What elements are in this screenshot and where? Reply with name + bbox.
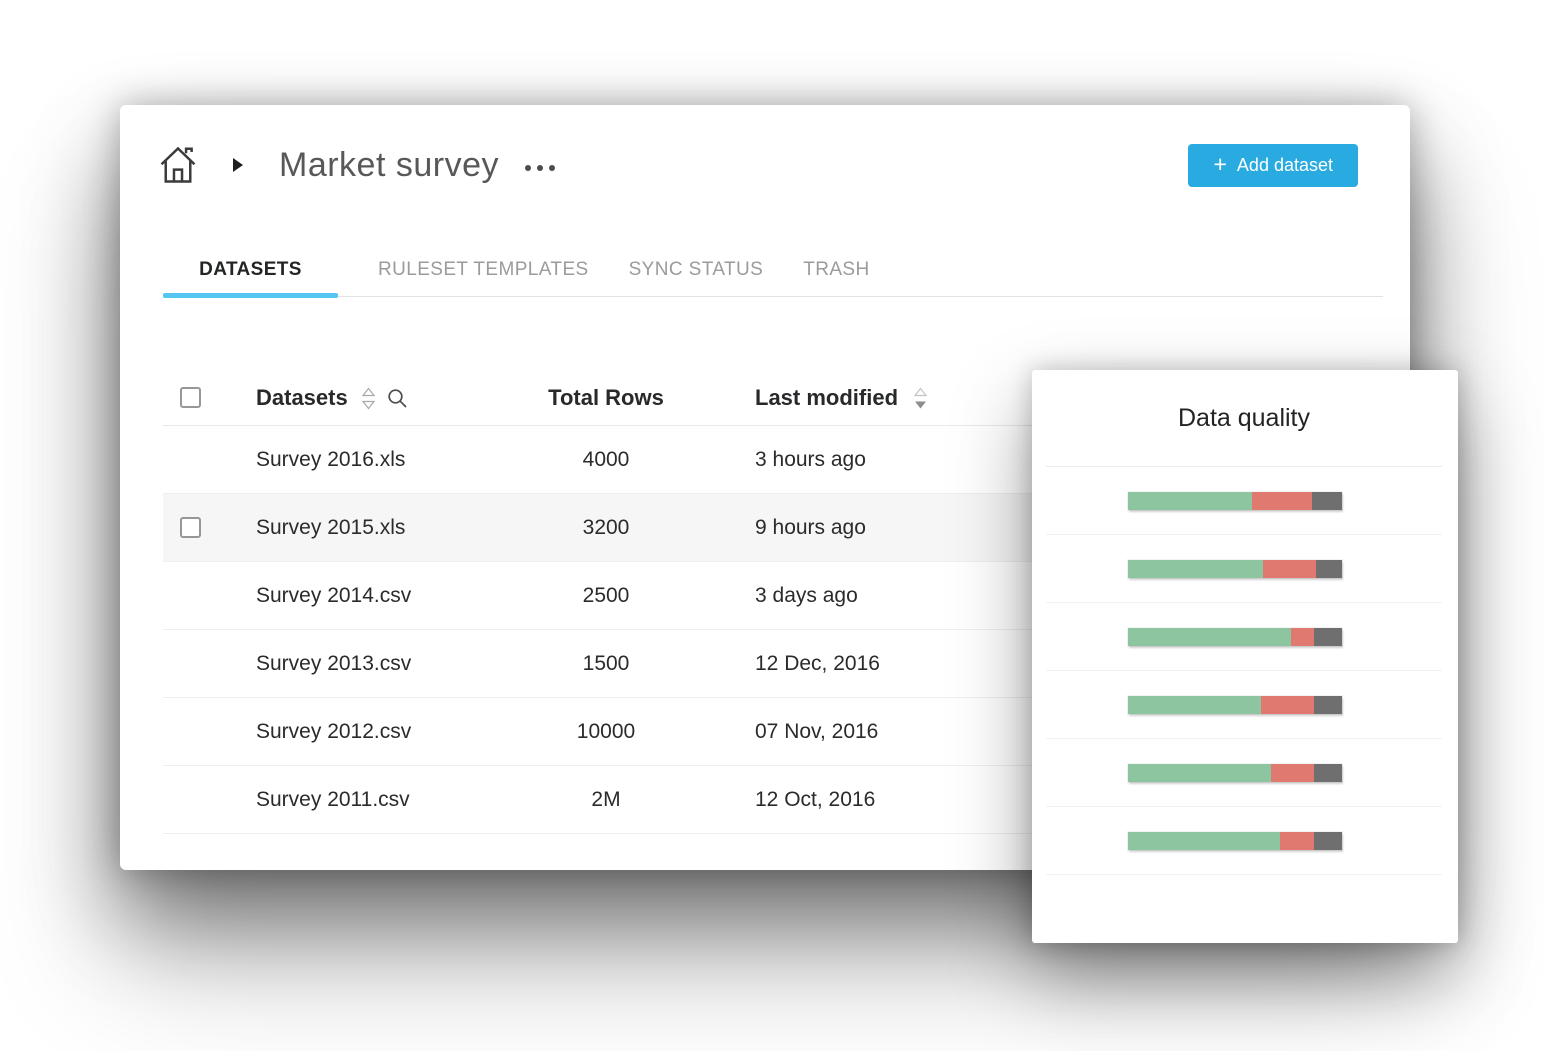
quality-segment-missing <box>1314 831 1342 850</box>
tab-datasets[interactable]: DATASETS <box>163 259 338 298</box>
column-header-datasets[interactable]: Datasets <box>256 384 348 410</box>
dataset-name[interactable]: Survey 2014.csv <box>256 583 412 607</box>
data-quality-row <box>1046 467 1442 535</box>
column-header-last-modified[interactable]: Last modified <box>755 384 899 410</box>
page-title: Market survey <box>279 145 499 184</box>
quality-segment-invalid <box>1279 831 1315 850</box>
dataset-total-rows: 3200 <box>582 515 630 539</box>
quality-segment-missing <box>1316 559 1342 578</box>
data-quality-row <box>1046 671 1442 739</box>
quality-segment-missing <box>1312 491 1342 510</box>
data-quality-bar <box>1128 763 1342 782</box>
dataset-last-modified: 3 hours ago <box>755 447 866 471</box>
quality-segment-valid <box>1128 831 1280 850</box>
quality-segment-missing <box>1314 763 1342 782</box>
data-quality-row <box>1046 603 1442 671</box>
dataset-total-rows: 2M <box>591 787 621 811</box>
dataset-name[interactable]: Survey 2011.csv <box>256 787 410 811</box>
table-row[interactable]: Survey 2016.xls 4000 3 hours ago <box>163 426 1367 494</box>
data-quality-bar <box>1128 559 1342 578</box>
dataset-last-modified: 07 Nov, 2016 <box>755 719 879 743</box>
dataset-total-rows: 10000 <box>576 719 636 743</box>
data-quality-bar <box>1128 831 1342 850</box>
breadcrumb-caret-icon <box>233 158 243 172</box>
data-quality-bar <box>1128 491 1342 510</box>
sort-datasets-icon[interactable] <box>360 386 377 411</box>
data-quality-row <box>1046 807 1442 875</box>
plus-icon: + <box>1213 150 1227 177</box>
home-icon[interactable] <box>155 142 201 188</box>
dataset-total-rows: 4000 <box>582 447 630 471</box>
dataset-total-rows: 2500 <box>582 583 630 607</box>
tab-trash[interactable]: TRASH <box>803 259 870 280</box>
dataset-last-modified: 12 Oct, 2016 <box>755 787 876 811</box>
quality-segment-invalid <box>1260 695 1315 714</box>
quality-segment-valid <box>1128 491 1253 510</box>
quality-segment-missing <box>1314 627 1342 646</box>
quality-segment-invalid <box>1271 763 1315 782</box>
data-quality-bar <box>1128 627 1342 646</box>
row-checkbox[interactable] <box>180 517 201 538</box>
data-quality-row <box>1046 535 1442 603</box>
tab-bar: DATASETS RULESET TEMPLATES SYNC STATUS T… <box>163 247 1383 298</box>
quality-segment-invalid <box>1252 491 1313 510</box>
dataset-name[interactable]: Survey 2012.csv <box>256 719 412 743</box>
tab-ruleset-templates[interactable]: RULESET TEMPLATES <box>378 259 589 280</box>
quality-segment-valid <box>1128 695 1261 714</box>
dataset-name[interactable]: Survey 2013.csv <box>256 651 412 675</box>
dataset-total-rows: 1500 <box>582 651 630 675</box>
column-header-total-rows[interactable]: Total Rows <box>548 384 664 410</box>
add-dataset-label: Add dataset <box>1236 154 1333 175</box>
datasets-table: Datasets Total Rows Last modified <box>163 370 1367 834</box>
quality-segment-valid <box>1128 763 1272 782</box>
table-row[interactable]: Survey 2013.csv 1500 12 Dec, 2016 <box>163 630 1367 698</box>
dataset-name[interactable]: Survey 2016.xls <box>256 447 406 471</box>
data-quality-bar <box>1128 695 1342 714</box>
dataset-last-modified: 12 Dec, 2016 <box>755 651 880 675</box>
table-header-row: Datasets Total Rows Last modified <box>163 370 1367 426</box>
add-dataset-button[interactable]: + Add dataset <box>1188 143 1358 187</box>
quality-segment-valid <box>1128 559 1263 578</box>
table-row[interactable]: Survey 2014.csv 2500 3 days ago <box>163 562 1367 630</box>
quality-segment-valid <box>1128 627 1291 646</box>
select-all-checkbox[interactable] <box>180 387 201 408</box>
data-quality-panel: Data quality <box>1032 370 1458 943</box>
dataset-last-modified: 3 days ago <box>755 583 858 607</box>
search-icon[interactable] <box>386 387 410 411</box>
table-row[interactable]: Survey 2011.csv 2M 12 Oct, 2016 <box>163 766 1367 834</box>
dataset-name[interactable]: Survey 2015.xls <box>256 515 406 539</box>
sort-last-modified-icon[interactable] <box>912 386 929 411</box>
tab-sync-status[interactable]: SYNC STATUS <box>628 259 764 280</box>
card-header: Market survey + Add dataset <box>155 133 1358 197</box>
table-row[interactable]: Survey 2012.csv 10000 07 Nov, 2016 <box>163 698 1367 766</box>
more-menu-icon[interactable] <box>525 165 555 171</box>
dataset-last-modified: 9 hours ago <box>755 515 866 539</box>
quality-segment-invalid <box>1290 627 1315 646</box>
quality-segment-missing <box>1314 695 1342 714</box>
data-quality-row <box>1046 739 1442 807</box>
quality-segment-invalid <box>1262 559 1317 578</box>
data-quality-title: Data quality <box>1046 370 1442 467</box>
